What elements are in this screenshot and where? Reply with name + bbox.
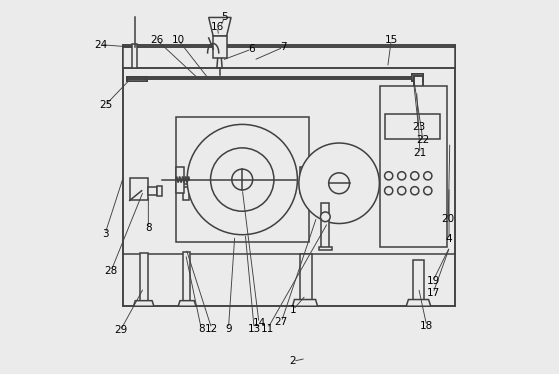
Text: 4: 4 xyxy=(446,234,452,244)
Bar xyxy=(412,74,423,81)
Circle shape xyxy=(411,187,419,195)
Circle shape xyxy=(397,187,406,195)
Text: 14: 14 xyxy=(252,318,266,328)
Text: 8: 8 xyxy=(145,223,151,233)
Bar xyxy=(130,178,148,200)
Circle shape xyxy=(424,172,432,180)
Bar xyxy=(319,246,331,250)
Text: 24: 24 xyxy=(94,40,107,50)
Polygon shape xyxy=(209,18,231,36)
Text: 11: 11 xyxy=(261,324,274,334)
Bar xyxy=(414,76,423,91)
Bar xyxy=(413,260,424,306)
Text: 27: 27 xyxy=(274,317,288,327)
Bar xyxy=(385,114,440,138)
Circle shape xyxy=(299,143,380,224)
Text: 8: 8 xyxy=(198,324,205,334)
Text: 16: 16 xyxy=(211,22,224,32)
Text: 22: 22 xyxy=(416,135,429,145)
Circle shape xyxy=(411,172,419,180)
Text: 29: 29 xyxy=(114,325,127,335)
Bar xyxy=(123,47,454,68)
Circle shape xyxy=(232,169,253,190)
Bar xyxy=(127,77,147,81)
Text: 12: 12 xyxy=(205,324,219,334)
Text: 28: 28 xyxy=(105,266,118,276)
Circle shape xyxy=(187,125,297,235)
Bar xyxy=(127,77,147,81)
Text: 1: 1 xyxy=(290,305,296,315)
Text: 26: 26 xyxy=(150,35,163,45)
Text: 21: 21 xyxy=(413,148,427,159)
Bar xyxy=(176,166,184,193)
Bar xyxy=(132,43,137,68)
Text: 10: 10 xyxy=(172,35,184,45)
Text: 15: 15 xyxy=(385,35,398,45)
Text: 13: 13 xyxy=(248,324,261,334)
Polygon shape xyxy=(178,301,196,306)
Text: 5: 5 xyxy=(221,12,228,22)
Text: 20: 20 xyxy=(442,214,455,224)
Bar xyxy=(412,74,423,81)
Bar xyxy=(127,77,414,79)
Text: 6: 6 xyxy=(248,44,255,54)
Bar xyxy=(321,203,329,248)
Bar xyxy=(148,187,157,195)
Circle shape xyxy=(424,187,432,195)
Text: 18: 18 xyxy=(420,321,433,331)
Bar xyxy=(213,36,228,58)
Text: 3: 3 xyxy=(102,229,108,239)
Circle shape xyxy=(385,187,393,195)
Text: 17: 17 xyxy=(427,288,439,298)
Bar xyxy=(183,186,188,200)
Text: 23: 23 xyxy=(412,122,425,132)
Bar xyxy=(380,86,447,246)
Text: 7: 7 xyxy=(280,42,287,52)
Text: 19: 19 xyxy=(427,276,439,286)
Bar xyxy=(300,254,312,306)
Circle shape xyxy=(320,212,330,222)
Bar xyxy=(300,166,309,193)
Bar xyxy=(182,184,190,187)
Bar xyxy=(176,117,309,242)
Text: 9: 9 xyxy=(225,324,232,334)
Polygon shape xyxy=(406,300,431,306)
Circle shape xyxy=(385,172,393,180)
Text: 2: 2 xyxy=(290,356,296,367)
Circle shape xyxy=(211,148,274,211)
Circle shape xyxy=(329,173,349,194)
Bar xyxy=(123,45,454,306)
Polygon shape xyxy=(292,300,318,306)
Bar xyxy=(183,252,190,306)
Bar xyxy=(157,186,162,196)
Text: 25: 25 xyxy=(99,100,112,110)
Bar xyxy=(140,252,148,306)
Circle shape xyxy=(397,172,406,180)
Polygon shape xyxy=(134,301,154,306)
